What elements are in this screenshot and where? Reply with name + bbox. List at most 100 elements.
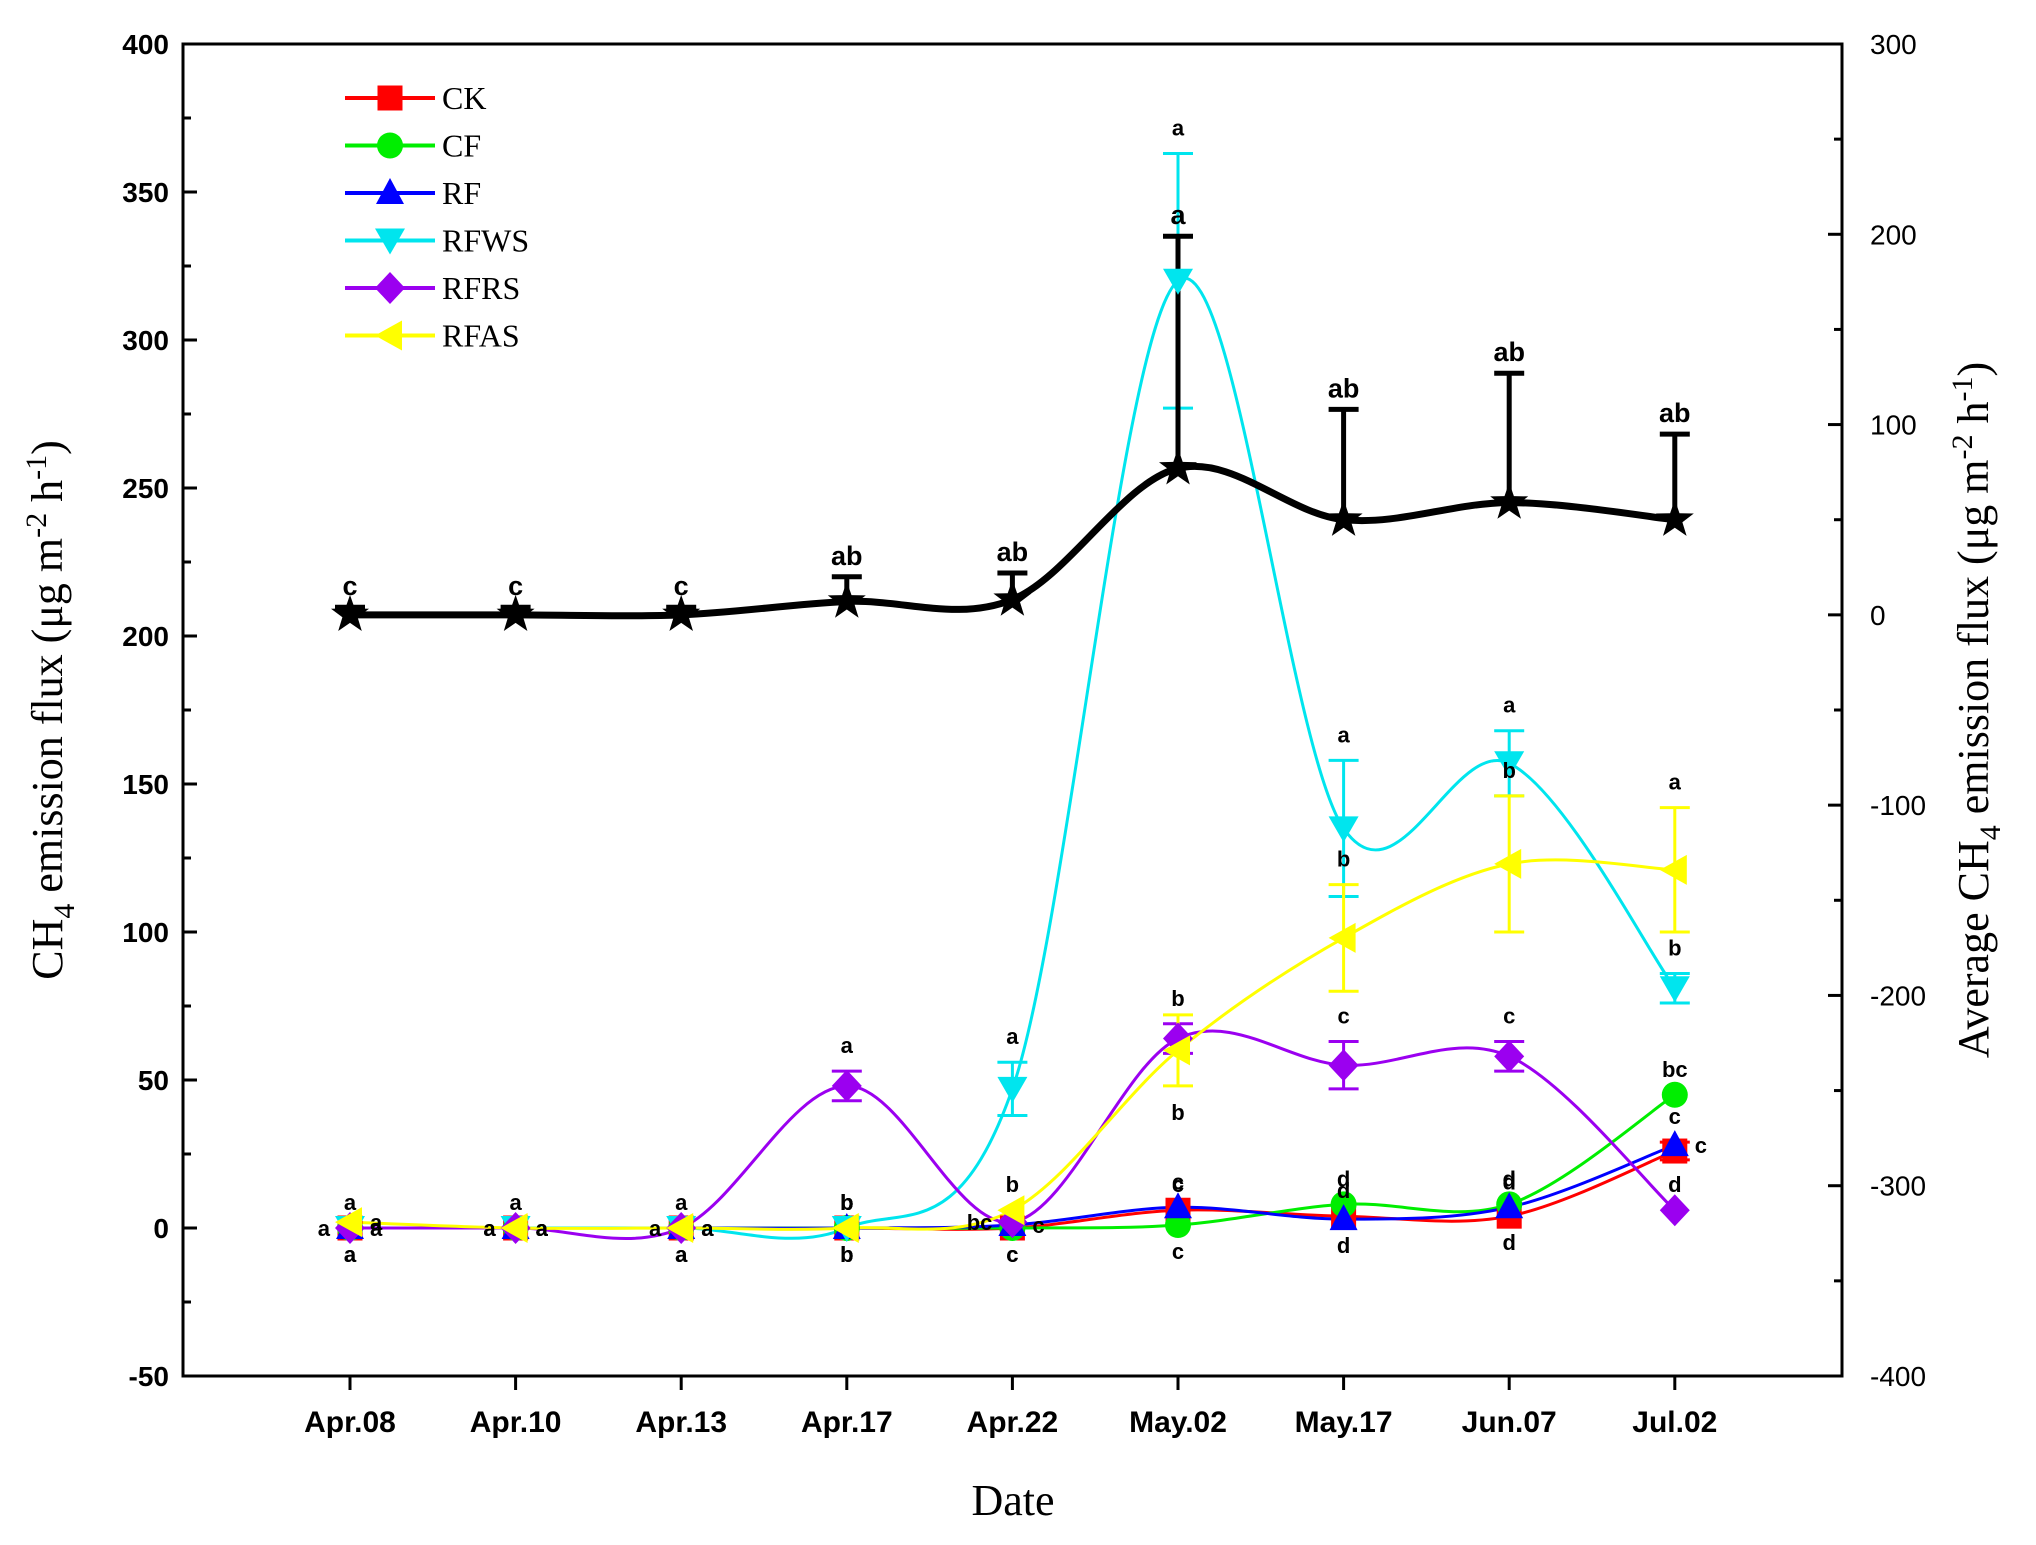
sig-label-rfas: a xyxy=(536,1216,549,1241)
sig-label-rfrs: d xyxy=(1668,1172,1681,1197)
axis-title-part: h xyxy=(23,480,72,513)
x-tick-label: May.02 xyxy=(1129,1406,1227,1439)
sig-label-rf: d xyxy=(1502,1169,1515,1194)
sig-label-rf: a xyxy=(536,1216,549,1241)
sig-label-cf: c xyxy=(1006,1242,1018,1267)
marker-rf xyxy=(1495,1192,1524,1219)
marker-rfas xyxy=(335,1207,362,1238)
marker-cf xyxy=(1165,1212,1191,1239)
sig-label-cf: d xyxy=(1502,1166,1515,1191)
axis-title-part: 4 xyxy=(1974,825,2007,840)
sig-label-rfas: a xyxy=(370,1210,383,1235)
sig-label-average: ab xyxy=(1659,398,1691,428)
legend-label-rfas: RFAS xyxy=(442,318,520,354)
axis-title-part: -1 xyxy=(20,455,53,480)
axis-title-part: -2 xyxy=(20,513,53,538)
marker-rfas xyxy=(666,1213,694,1243)
y-tick-label: 300 xyxy=(122,325,169,356)
sig-label-average: a xyxy=(1170,200,1186,230)
sig-label-ck: b xyxy=(840,1242,853,1267)
sig-label-ck: c xyxy=(1172,1172,1184,1197)
marker-average xyxy=(496,594,535,631)
marker-rfas xyxy=(831,1213,859,1243)
marker-rfas xyxy=(1494,848,1522,879)
marker-rf xyxy=(1660,1130,1689,1157)
y2-tick-label: 100 xyxy=(1870,410,1917,441)
legend-marker-cf xyxy=(377,132,403,159)
sig-label-rfws: a xyxy=(318,1216,331,1241)
x-tick-label: Apr.17 xyxy=(801,1406,893,1439)
series-line-rfas xyxy=(349,858,1675,1231)
y-tick-label: 200 xyxy=(122,621,169,652)
marker-rfrs xyxy=(1494,1040,1525,1073)
axis-title-part: emission flux (μg m xyxy=(23,538,72,904)
axis-title-part: ) xyxy=(23,440,72,455)
sig-label-rfws: a xyxy=(649,1216,662,1241)
sig-label-rfrs: a xyxy=(841,1033,854,1058)
axis-title-part: -1 xyxy=(1946,376,1979,401)
legend-label-rf: RF xyxy=(442,175,481,211)
marker-average xyxy=(1159,448,1197,485)
y-tick-label: -50 xyxy=(129,1361,169,1392)
sig-label-rf: b xyxy=(840,1242,853,1267)
sig-label-rfws: a xyxy=(1172,116,1185,141)
sig-label-ck: c xyxy=(1669,1104,1681,1129)
marker-average xyxy=(827,581,866,618)
marker-rfas xyxy=(1328,922,1356,953)
x-tick-label: Jul.02 xyxy=(1632,1406,1717,1439)
x-axis: Apr.08 Apr.10 Apr.13 Apr.17 Apr.22 May.02 May.… xyxy=(304,1376,1717,1439)
right-y-axis: -400 -300 -200 -100 0 100 200 300 xyxy=(1828,29,1926,1392)
sig-label-rfrs: a xyxy=(701,1216,714,1241)
marker-average xyxy=(1655,499,1694,536)
marker-average xyxy=(1324,499,1363,536)
left-y-axis: -50 0 50 100 150 200 250 300 350 400 xyxy=(122,29,197,1392)
data-markers xyxy=(331,268,1694,1244)
y-tick-label: 50 xyxy=(138,1065,169,1096)
x-tick-label: Apr.08 xyxy=(304,1406,396,1439)
y2-tick-label: 300 xyxy=(1870,29,1917,60)
axis-title-part: -2 xyxy=(1946,434,1979,459)
marker-rfas xyxy=(1659,854,1687,885)
sig-label-rfws: a xyxy=(1337,722,1350,747)
sig-label-cf: a xyxy=(509,1190,522,1215)
sig-label-average: ab xyxy=(831,541,863,571)
marker-average xyxy=(993,579,1032,616)
x-axis-title: Date xyxy=(971,1476,1054,1525)
y-tick-label: 150 xyxy=(122,769,169,800)
sig-label-cf: c xyxy=(1172,1239,1184,1264)
marker-rfws xyxy=(1163,268,1193,295)
x-tick-label: May.17 xyxy=(1295,1406,1393,1439)
sig-label-rfws: a xyxy=(1006,1024,1019,1049)
legend-marker-rfas xyxy=(375,320,402,351)
marker-rfrs xyxy=(1328,1049,1359,1082)
y-tick-label: 100 xyxy=(122,917,169,948)
x-tick-label: Apr.22 xyxy=(967,1406,1059,1439)
sig-label-rfrs: bc xyxy=(967,1210,993,1235)
marker-rf xyxy=(1329,1204,1358,1231)
sig-label-rfrs: a xyxy=(536,1216,549,1241)
sig-label-ck: d xyxy=(1502,1230,1515,1255)
sig-label-ck: a xyxy=(344,1242,357,1267)
x-tick-label: Apr.10 xyxy=(470,1406,562,1439)
sig-label-average: c xyxy=(508,571,523,601)
y-tick-label: 0 xyxy=(153,1213,169,1244)
y2-axis-title: Average CH4 emission flux (μg m-2 h-1) xyxy=(1946,362,2007,1058)
legend-marker-rfws xyxy=(375,228,405,255)
legend-label-ck: CK xyxy=(442,80,486,116)
sig-label-rfas: b xyxy=(1171,1100,1184,1125)
sig-label-rfas: a xyxy=(701,1216,714,1241)
legend-marker-rfrs xyxy=(375,272,405,304)
legend: CK CF RF RFWS RFRS RFAS xyxy=(345,80,529,354)
sig-label-rf: c xyxy=(1695,1133,1707,1158)
marker-rfws xyxy=(997,1076,1028,1103)
legend-marker-ck xyxy=(377,85,403,111)
sig-label-rf: a xyxy=(675,1242,688,1267)
sig-label-rfrs: a xyxy=(370,1216,383,1241)
sig-label-average: c xyxy=(342,571,357,601)
sig-label-rfas: a xyxy=(1669,770,1682,795)
sig-label-rf: c xyxy=(1032,1213,1044,1238)
marker-rfas xyxy=(997,1195,1025,1226)
x-tick-label: Apr.13 xyxy=(635,1406,727,1439)
y-tick-label: 400 xyxy=(122,29,169,60)
sig-label-ck: d xyxy=(1337,1178,1350,1203)
